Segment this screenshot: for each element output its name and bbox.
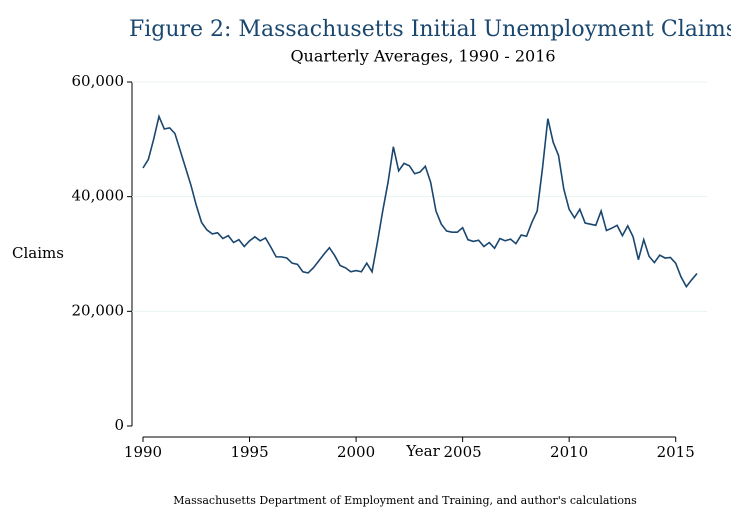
x-tick-label: 2015: [657, 443, 695, 461]
x-tick-label: 1990: [124, 443, 162, 461]
chart-subtitle: Quarterly Averages, 1990 - 2016: [290, 47, 555, 66]
data-line: [142, 113, 698, 289]
x-tick-label: 2005: [444, 443, 482, 461]
y-axis-label: Claims: [12, 244, 64, 262]
x-axis-label: Year: [405, 442, 440, 460]
y-tick-label: 20,000: [72, 301, 125, 319]
y-tick-label: 60,000: [72, 72, 125, 90]
x-tick-label: 2010: [550, 443, 588, 461]
source-note: Massachusetts Department of Employment a…: [173, 494, 637, 507]
x-tick-label: 1995: [230, 443, 268, 461]
y-tick-label: 0: [114, 416, 124, 434]
x-tick-label: 2000: [337, 443, 375, 461]
chart-title: Figure 2: Massachusetts Initial Unemploy…: [129, 17, 731, 42]
y-tick-label: 40,000: [72, 187, 125, 205]
